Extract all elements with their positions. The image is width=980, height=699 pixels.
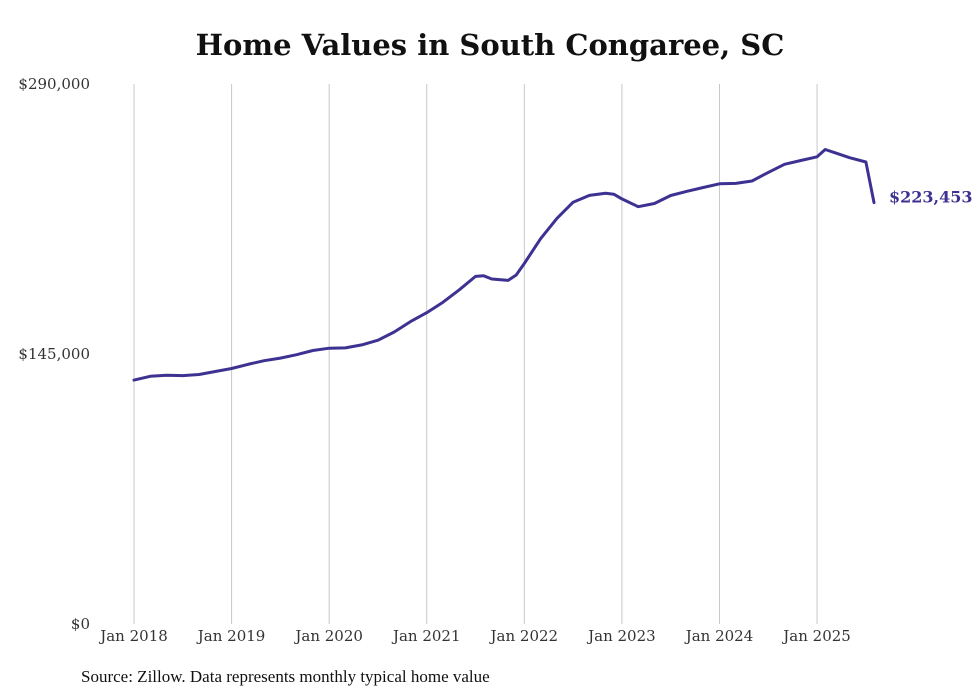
x-tick-label: Jan 2022 <box>489 627 559 645</box>
x-axis-ticks: Jan 2018 Jan 2019 Jan 2020 Jan 2021 Jan 2022… <box>98 627 851 645</box>
x-tick-label: Jan 2021 <box>391 627 461 645</box>
x-tick-label: Jan 2020 <box>293 627 363 645</box>
y-axis-ticks: $0 $145,000 $290,000 <box>18 75 90 633</box>
x-tick-label: Jan 2018 <box>98 627 168 645</box>
x-tick-label: Jan 2023 <box>586 627 656 645</box>
source-note: Source: Zillow. Data represents monthly … <box>81 667 490 686</box>
gridlines <box>133 84 818 624</box>
y-tick-label: $145,000 <box>18 345 90 363</box>
y-tick-label: $290,000 <box>18 75 90 93</box>
chart-title: Home Values in South Congaree, SC <box>195 28 785 62</box>
y-tick-label: $0 <box>71 615 90 633</box>
end-value-label: $223,453 <box>889 188 973 207</box>
x-tick-label: Jan 2019 <box>196 627 266 645</box>
x-tick-label: Jan 2025 <box>781 627 851 645</box>
home-value-line <box>132 148 876 382</box>
x-tick-label: Jan 2024 <box>684 627 754 645</box>
